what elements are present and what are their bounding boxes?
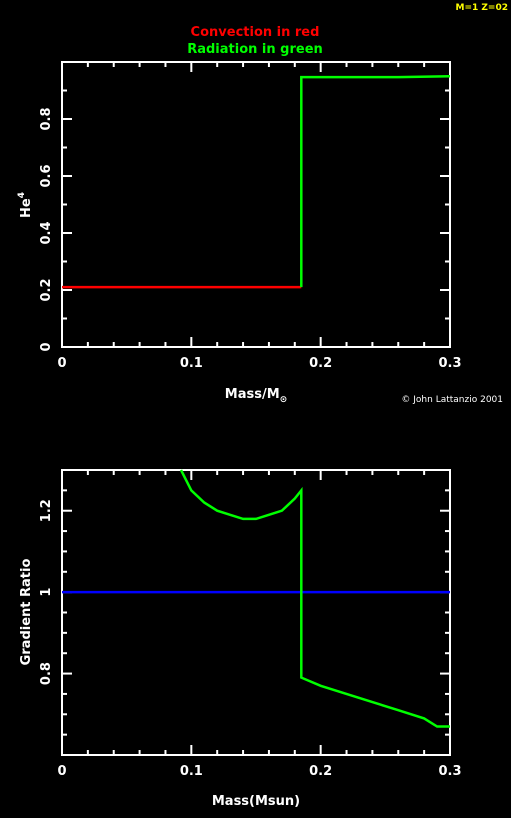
chart0-ytick-label: 0.6: [39, 164, 54, 187]
chart1-xtick-label: 0: [57, 764, 66, 779]
chart0-xtick-label: 0: [57, 356, 66, 371]
legend-convection: Convection in red: [191, 25, 320, 40]
chart0-series-1: [300, 75, 451, 288]
chart0-ylabel-sup: 4: [17, 192, 27, 198]
chart0-xlabel-sub: ⊙: [280, 395, 288, 405]
chart0-xtick-label: 0.2: [309, 356, 332, 371]
copyright: © John Lattanzio 2001: [401, 395, 503, 405]
run-label: M=1 Z=02: [456, 3, 508, 13]
chart0-ytick-label: 0.8: [39, 107, 54, 130]
chart1-ytick-label: 1: [39, 588, 54, 597]
chart0-xtick-label: 0.1: [180, 356, 203, 371]
chart1-ylabel: Gradient Ratio: [19, 559, 34, 666]
chart0-ytick-label: 0: [39, 342, 54, 351]
chart1-xtick-label: 0.1: [180, 764, 203, 779]
chart1-ytick-label: 1.2: [39, 499, 54, 522]
chart0-ylabel-main: He: [19, 198, 34, 218]
chart0-ytick-label: 0.4: [39, 221, 54, 244]
chart1-ytick-label: 0.8: [39, 662, 54, 685]
chart1-series-1: [179, 469, 450, 728]
helium-abundance-chart: 0 0.1 0.2 0.3 0 0.2 0.4 0.6 0.8: [39, 61, 462, 371]
chart0-xlabel: Mass/M⊙: [225, 387, 287, 405]
chart1-xtick-label: 0.2: [309, 764, 332, 779]
legend-radiation: Radiation in green: [187, 42, 323, 57]
chart1-xtick-label: 0.3: [438, 764, 461, 779]
chart0-xlabel-main: Mass/M: [225, 387, 280, 402]
chart0-xtick-label: 0.3: [438, 356, 461, 371]
chart0-ylabel: He4: [17, 192, 34, 218]
gradient-ratio-chart: 0 0.1 0.2 0.3 0.8 1 1.2: [39, 469, 462, 779]
chart1-xlabel: Mass(Msun): [212, 794, 300, 809]
chart0-ytick-label: 0.2: [39, 278, 54, 301]
